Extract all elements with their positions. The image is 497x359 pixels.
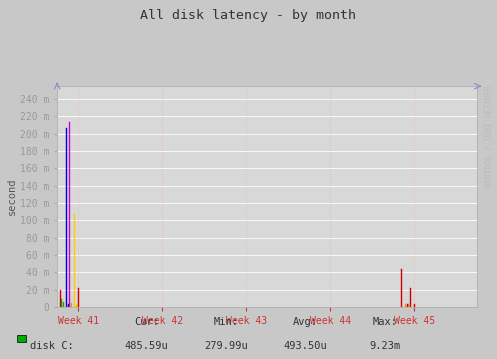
Text: All disk latency - by month: All disk latency - by month: [141, 9, 356, 22]
Text: Min:: Min:: [214, 317, 239, 327]
Text: disk C:: disk C:: [30, 341, 74, 351]
Text: RRDTOOL / TOBI OETIKER: RRDTOOL / TOBI OETIKER: [484, 85, 493, 187]
Text: 485.59u: 485.59u: [125, 341, 168, 351]
Text: Max:: Max:: [373, 317, 398, 327]
Y-axis label: second: second: [7, 178, 17, 215]
Text: 279.99u: 279.99u: [204, 341, 248, 351]
Text: 493.50u: 493.50u: [284, 341, 328, 351]
Text: Avg:: Avg:: [293, 317, 318, 327]
Text: 9.23m: 9.23m: [370, 341, 401, 351]
Text: Cur:: Cur:: [134, 317, 159, 327]
